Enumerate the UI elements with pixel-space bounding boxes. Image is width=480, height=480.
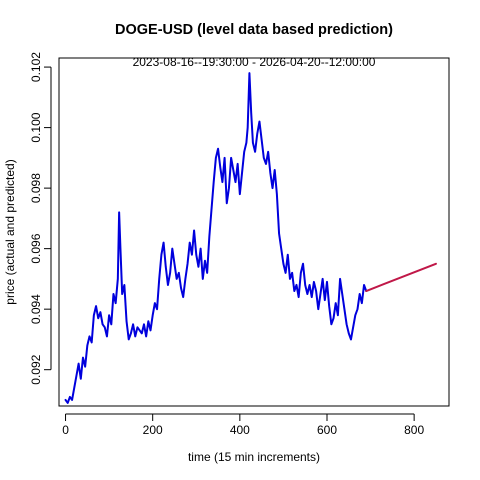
x-tick-label: 200 — [143, 423, 163, 437]
x-tick-label: 600 — [317, 423, 337, 437]
y-tick-label: 0.092 — [29, 354, 43, 384]
y-tick-label: 0.100 — [29, 112, 43, 142]
actual-price-line — [64, 72, 368, 404]
y-tick-label: 0.096 — [29, 233, 43, 263]
y-tick-label: 0.098 — [29, 173, 43, 203]
x-tick-label: 400 — [230, 423, 250, 437]
y-axis: 0.092 0.094 0.096 0.098 0.100 0.102 — [29, 52, 52, 385]
x-axis-label: time (15 min increments) — [188, 450, 320, 464]
series-layer — [64, 72, 437, 404]
x-axis: 0 200 400 600 800 — [62, 413, 424, 437]
chart-subtitle: 2023-08-16--19:30:00 - 2026-04-20--12:00… — [133, 55, 376, 69]
x-tick-label: 0 — [62, 423, 69, 437]
y-tick-label: 0.094 — [29, 294, 43, 324]
y-axis-label: price (actual and predicted) — [3, 159, 17, 304]
chart-title: DOGE-USD (level data based prediction) — [115, 22, 393, 38]
y-tick-label: 0.102 — [29, 52, 43, 82]
x-tick-label: 800 — [404, 423, 424, 437]
predicted-price-line — [365, 262, 437, 293]
plot-area — [58, 57, 450, 407]
